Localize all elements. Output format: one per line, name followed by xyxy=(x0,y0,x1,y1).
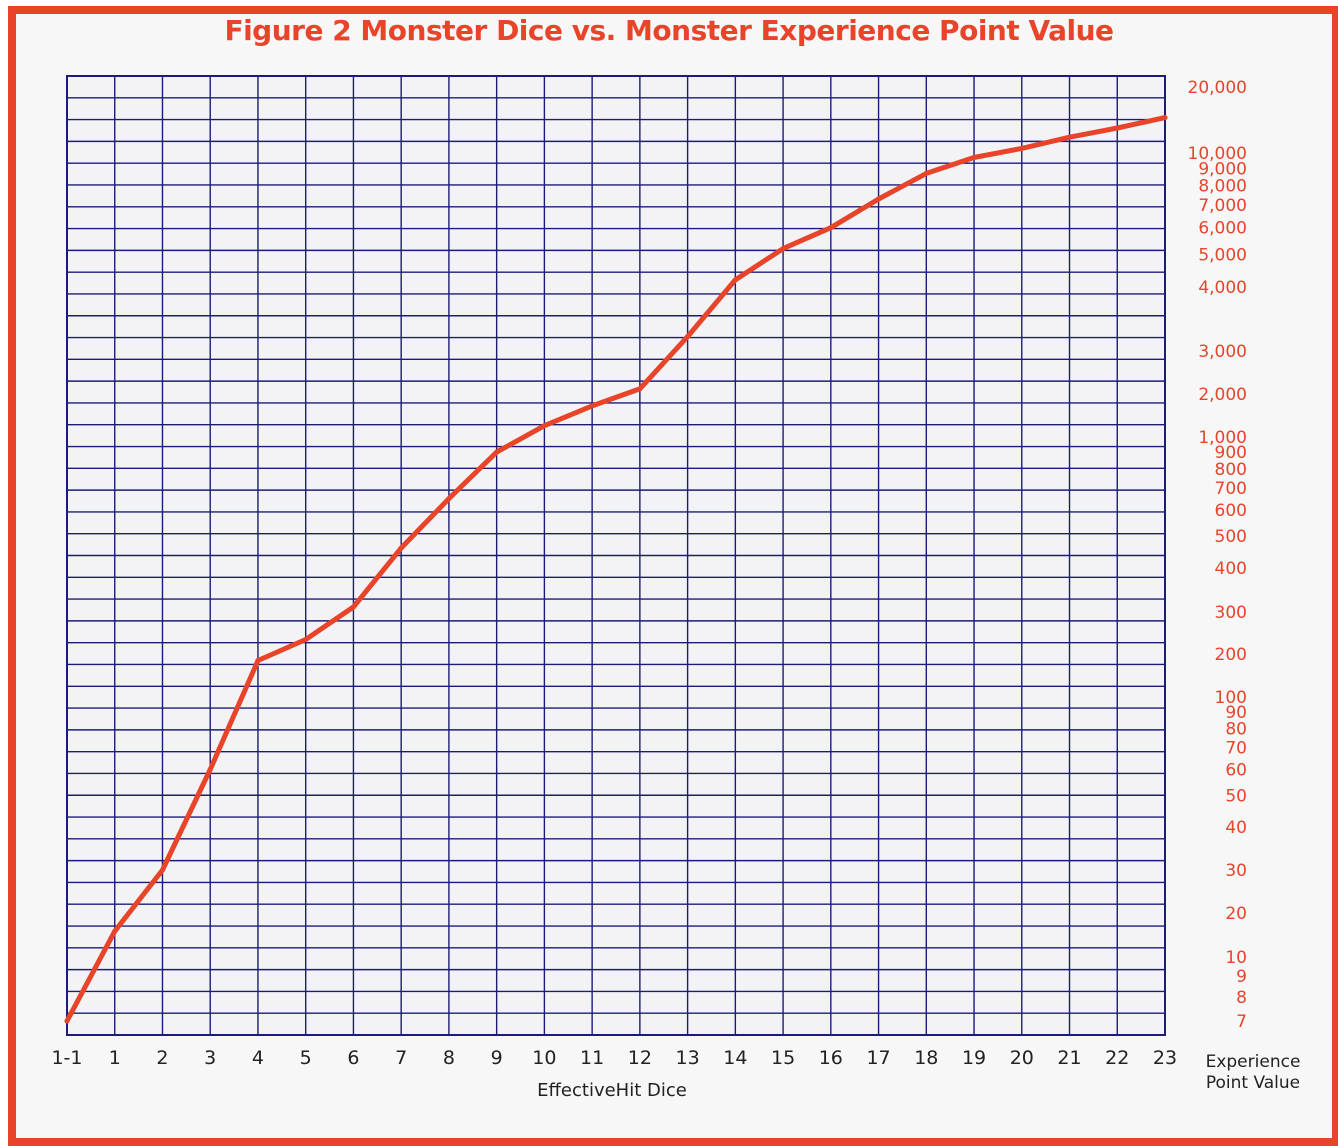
data-point xyxy=(207,766,213,772)
x-tick-label: 14 xyxy=(723,1047,747,1069)
chart-title: Figure 2 Monster Dice vs. Monster Experi… xyxy=(224,14,1114,47)
data-point xyxy=(255,658,261,664)
x-tick-label: 11 xyxy=(580,1047,604,1069)
y-tick-label: 60 xyxy=(1225,760,1247,780)
y-tick-label: 50 xyxy=(1225,786,1247,806)
x-tick-label: 1 xyxy=(109,1047,121,1069)
x-tick-label: 16 xyxy=(819,1047,843,1069)
data-point xyxy=(112,928,118,934)
x-tick-label: 7 xyxy=(395,1047,407,1069)
data-point xyxy=(350,604,356,610)
x-tick-label: 22 xyxy=(1105,1047,1129,1069)
x-tick-label: 21 xyxy=(1057,1047,1081,1069)
x-tick-label: 10 xyxy=(532,1047,556,1069)
data-point xyxy=(685,334,691,340)
data-point xyxy=(541,423,547,429)
x-tick-label: 20 xyxy=(1010,1047,1034,1069)
y-tick-label: 3,000 xyxy=(1198,342,1247,362)
data-point xyxy=(732,277,738,283)
plot-border xyxy=(66,75,1166,1036)
x-tick-label: 9 xyxy=(491,1047,503,1069)
y-tick-label: 90 xyxy=(1225,703,1247,723)
y-tick-label: 800 xyxy=(1215,460,1247,480)
data-point xyxy=(923,170,929,176)
x-tick-label: 1-1 xyxy=(51,1047,82,1069)
y-tick-label: 400 xyxy=(1215,559,1247,579)
y-tick-label: 500 xyxy=(1215,527,1247,547)
x-tick-label: 8 xyxy=(443,1047,455,1069)
y-tick-label: 9 xyxy=(1236,967,1247,987)
data-point xyxy=(303,637,309,643)
y-tick-label: 4,000 xyxy=(1198,278,1247,298)
y-tick-label: 200 xyxy=(1215,645,1247,665)
data-point xyxy=(971,154,977,160)
data-point xyxy=(446,496,452,502)
y-tick-label: 5,000 xyxy=(1198,245,1247,265)
y-tick-label: 700 xyxy=(1215,479,1247,499)
data-point xyxy=(780,246,786,252)
data-point xyxy=(159,867,165,873)
data-point xyxy=(637,386,643,392)
x-tick-label: 12 xyxy=(628,1047,652,1069)
y-tick-label: 70 xyxy=(1225,739,1247,759)
data-point xyxy=(828,225,834,231)
y-tick-label: 100 xyxy=(1215,688,1247,708)
y-tick-label: 9,000 xyxy=(1198,159,1247,179)
x-tick-label: 6 xyxy=(347,1047,359,1069)
y-tick-label: 40 xyxy=(1225,818,1247,838)
y-tick-label: 300 xyxy=(1215,603,1247,623)
y-tick-label: 10 xyxy=(1225,948,1247,968)
x-tick-label: 23 xyxy=(1153,1047,1177,1069)
y-tick-label: 30 xyxy=(1225,861,1247,881)
y-tick-label: 20,000 xyxy=(1188,78,1247,98)
data-point xyxy=(494,449,500,455)
data-point xyxy=(1019,145,1025,151)
y-tick-label: 1,000 xyxy=(1198,428,1247,448)
y-tick-label: 80 xyxy=(1225,720,1247,740)
y-tick-label: 10,000 xyxy=(1188,144,1247,164)
data-point xyxy=(398,545,404,551)
x-tick-label: 5 xyxy=(300,1047,312,1069)
data-point xyxy=(64,1018,70,1024)
data-point xyxy=(589,403,595,409)
x-tick-label: 17 xyxy=(866,1047,890,1069)
x-axis-label: EffectiveHit Dice xyxy=(537,1080,687,1101)
x-tick-label: 13 xyxy=(676,1047,700,1069)
x-tick-label: 4 xyxy=(252,1047,264,1069)
data-point xyxy=(1067,134,1073,140)
x-tick-label: 3 xyxy=(204,1047,216,1069)
y-axis-label: Experience Point Value xyxy=(1205,1052,1301,1093)
y-tick-label: 6,000 xyxy=(1198,219,1247,239)
data-point xyxy=(1162,115,1168,121)
x-tick-label: 18 xyxy=(914,1047,938,1069)
y-tick-label: 600 xyxy=(1215,501,1247,521)
y-tick-label: 8 xyxy=(1236,988,1247,1008)
x-tick-label: 19 xyxy=(962,1047,986,1069)
y-tick-label: 8,000 xyxy=(1198,177,1247,197)
series-line xyxy=(64,115,1168,1024)
x-tick-label: 15 xyxy=(771,1047,795,1069)
x-tick-label: 2 xyxy=(156,1047,168,1069)
y-tick-label: 20 xyxy=(1225,904,1247,924)
y-tick-label: 2,000 xyxy=(1198,385,1247,405)
y-tick-label: 7 xyxy=(1236,1012,1247,1032)
data-point xyxy=(1114,125,1120,131)
y-tick-label: 7,000 xyxy=(1198,196,1247,216)
y-tick-label: 900 xyxy=(1215,443,1247,463)
data-point xyxy=(876,196,882,202)
